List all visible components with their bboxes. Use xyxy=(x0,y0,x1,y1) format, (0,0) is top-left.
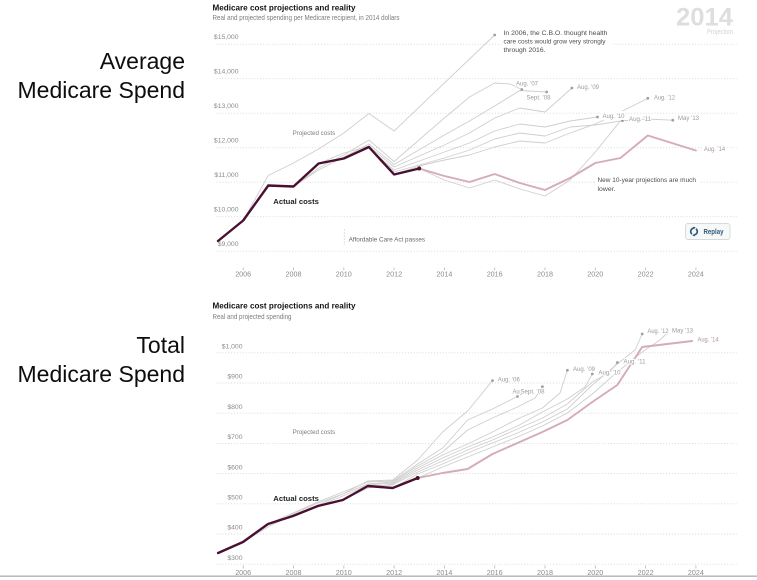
svg-text:New 10-year projections are mu: New 10-year projections are much xyxy=(598,177,697,184)
svg-text:$1,000: $1,000 xyxy=(222,344,243,351)
svg-text:$600: $600 xyxy=(227,464,242,471)
svg-text:2006: 2006 xyxy=(235,270,251,279)
svg-text:Aug. ’11: Aug. ’11 xyxy=(629,116,651,123)
svg-text:Aug. ’12: Aug. ’12 xyxy=(648,328,669,335)
svg-text:Projected costs: Projected costs xyxy=(293,429,336,436)
svg-text:$500: $500 xyxy=(227,495,242,502)
svg-text:2020: 2020 xyxy=(587,270,603,279)
svg-text:2022: 2022 xyxy=(638,568,654,577)
svg-text:$800: $800 xyxy=(227,404,242,411)
svg-text:$900: $900 xyxy=(227,374,242,381)
svg-text:May ’13: May ’13 xyxy=(672,328,693,335)
svg-text:2018: 2018 xyxy=(537,270,553,279)
svg-text:$13,000: $13,000 xyxy=(214,103,239,110)
svg-text:Aug. ’14: Aug. ’14 xyxy=(704,146,725,153)
svg-text:2018: 2018 xyxy=(537,568,553,577)
svg-text:Aug. ’12: Aug. ’12 xyxy=(654,94,675,101)
svg-text:$400: $400 xyxy=(227,525,242,532)
svg-text:2016: 2016 xyxy=(487,568,503,577)
svg-text:2006: 2006 xyxy=(235,568,251,577)
svg-text:In 2006, the C.B.O. thought he: In 2006, the C.B.O. thought health xyxy=(504,30,608,37)
svg-text:2014: 2014 xyxy=(436,270,452,279)
svg-text:$12,000: $12,000 xyxy=(214,138,239,145)
svg-text:$14,000: $14,000 xyxy=(214,69,239,76)
svg-text:Aug. ’07: Aug. ’07 xyxy=(516,81,538,88)
svg-text:2024: 2024 xyxy=(688,270,704,279)
svg-text:lower.: lower. xyxy=(598,186,616,193)
svg-text:Aug. ’10: Aug. ’10 xyxy=(603,113,625,120)
svg-text:Projection: Projection xyxy=(707,29,733,36)
svg-text:Aug. ’06: Aug. ’06 xyxy=(498,376,520,383)
svg-text:2014: 2014 xyxy=(436,568,452,577)
svg-text:2012: 2012 xyxy=(386,568,402,577)
svg-text:Affordable Care Act passes: Affordable Care Act passes xyxy=(349,236,426,243)
svg-text:$700: $700 xyxy=(227,434,242,441)
svg-text:Aug. ’11: Aug. ’11 xyxy=(624,359,646,366)
svg-text:2014: 2014 xyxy=(676,4,733,32)
svg-text:$300: $300 xyxy=(227,555,242,562)
svg-text:Sept. ’08: Sept. ’08 xyxy=(527,95,551,102)
svg-text:$10,000: $10,000 xyxy=(214,207,239,214)
svg-text:Medicare cost projections and: Medicare cost projections and reality xyxy=(213,301,356,311)
svg-text:Actual costs: Actual costs xyxy=(273,494,319,503)
svg-text:care costs would grow very str: care costs would grow very strongly xyxy=(504,39,607,46)
svg-text:Projected costs: Projected costs xyxy=(293,130,336,137)
svg-text:through 2016.: through 2016. xyxy=(504,47,546,54)
svg-text:Aug. ’09: Aug. ’09 xyxy=(573,366,595,373)
svg-text:2012: 2012 xyxy=(386,270,402,279)
svg-text:Real and projected spending: Real and projected spending xyxy=(213,312,292,321)
svg-text:$15,000: $15,000 xyxy=(214,34,239,41)
svg-text:May ’13: May ’13 xyxy=(678,115,699,122)
svg-text:Real and projected spending pe: Real and projected spending per Medicare… xyxy=(213,13,400,22)
svg-text:2010: 2010 xyxy=(336,270,352,279)
svg-text:2008: 2008 xyxy=(286,270,302,279)
svg-text:Aug.: Aug. xyxy=(513,389,525,396)
svg-text:Aug. ’10: Aug. ’10 xyxy=(599,370,621,377)
svg-text:$11,000: $11,000 xyxy=(214,172,238,179)
svg-text:Replay: Replay xyxy=(704,229,724,236)
svg-text:Actual costs: Actual costs xyxy=(273,197,319,206)
svg-text:2016: 2016 xyxy=(487,270,503,279)
svg-text:Medicare cost projections and: Medicare cost projections and reality xyxy=(213,3,356,13)
svg-text:$9,000: $9,000 xyxy=(218,241,239,248)
svg-text:2010: 2010 xyxy=(336,568,352,577)
svg-text:2020: 2020 xyxy=(587,568,603,577)
svg-text:Aug. ’14: Aug. ’14 xyxy=(698,337,719,344)
svg-text:Sept. ’08: Sept. ’08 xyxy=(521,389,545,396)
svg-text:2022: 2022 xyxy=(638,270,654,279)
svg-text:Aug. ’09: Aug. ’09 xyxy=(577,84,599,91)
svg-text:2024: 2024 xyxy=(688,568,704,577)
svg-text:2008: 2008 xyxy=(286,568,302,577)
